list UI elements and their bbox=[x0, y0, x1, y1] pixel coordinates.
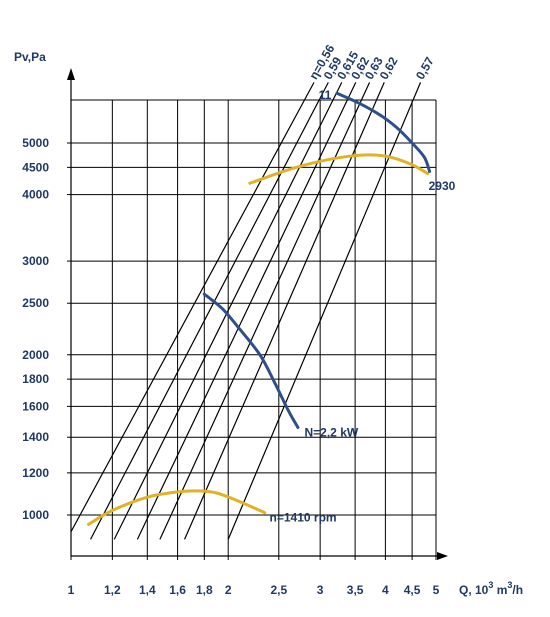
x-tick-label: 2 bbox=[225, 583, 232, 597]
x-tick-label: 1,2 bbox=[104, 583, 121, 597]
x-tick-label: 4 bbox=[382, 583, 389, 597]
efficiency-label: 0,57 bbox=[413, 54, 437, 82]
x-axis-arrow bbox=[437, 552, 448, 560]
y-axis-arrow bbox=[67, 68, 75, 80]
curves bbox=[87, 91, 432, 526]
x-tick-label: 1,4 bbox=[139, 583, 156, 597]
curve-label: 2930 bbox=[429, 179, 456, 193]
y-axis-title: Pv,Pa bbox=[14, 50, 46, 64]
efficiency-line bbox=[184, 82, 385, 540]
x-tick-label: 5 bbox=[433, 583, 440, 597]
grid bbox=[67, 99, 437, 560]
x-tick-label: 2,5 bbox=[270, 583, 287, 597]
x-tick-label: 3 bbox=[317, 583, 324, 597]
tick-labels: 1 1,2 1,4 1,6 1,8 2 2,5 3 3,5 4 4,5 5 1000 1200 1400 16… bbox=[22, 136, 439, 597]
efficiency-line-group bbox=[71, 82, 422, 540]
efficiency-line bbox=[90, 82, 329, 540]
y-tick-label: 1800 bbox=[22, 372, 49, 386]
axes bbox=[67, 68, 448, 560]
y-tick-label: 1000 bbox=[22, 508, 49, 522]
y-tick-label: 5000 bbox=[22, 136, 49, 150]
x-axis-title: Q, 103 m3/h bbox=[459, 580, 523, 597]
curve-n-1410-rpm bbox=[87, 489, 267, 526]
x-tick-label: 4,5 bbox=[404, 583, 421, 597]
y-tick-label: 4500 bbox=[22, 160, 49, 174]
efficiency-line bbox=[136, 82, 357, 540]
y-tick-label: 2000 bbox=[22, 348, 49, 362]
efficiency-line bbox=[113, 82, 343, 540]
curve-2930 bbox=[248, 153, 430, 185]
y-tick-label: 1200 bbox=[22, 466, 49, 480]
y-tick-label: 1600 bbox=[22, 399, 49, 413]
efficiency-line bbox=[227, 82, 422, 540]
curve-11 bbox=[335, 91, 432, 173]
curve-label: n=1410 rpm bbox=[270, 510, 337, 524]
curve-label: N=2,2 kW bbox=[305, 425, 359, 439]
efficiency-line bbox=[71, 82, 315, 533]
y-tick-label: 3000 bbox=[22, 254, 49, 268]
curve-n-2-2-kw bbox=[202, 292, 300, 429]
x-tick-label: 1 bbox=[68, 583, 75, 597]
curve-label: 11 bbox=[319, 88, 332, 102]
efficiency-line bbox=[159, 82, 371, 540]
annotations: n=1410 rpm 2930 N=2,2 kW 11 bbox=[270, 88, 456, 524]
x-tick-label: 1,8 bbox=[196, 583, 213, 597]
y-tick-label: 4000 bbox=[22, 188, 49, 202]
x-tick-label: 3,5 bbox=[347, 583, 364, 597]
x-tick-label: 1,6 bbox=[169, 583, 186, 597]
y-tick-label: 2500 bbox=[22, 296, 49, 310]
y-tick-label: 1400 bbox=[22, 430, 49, 444]
